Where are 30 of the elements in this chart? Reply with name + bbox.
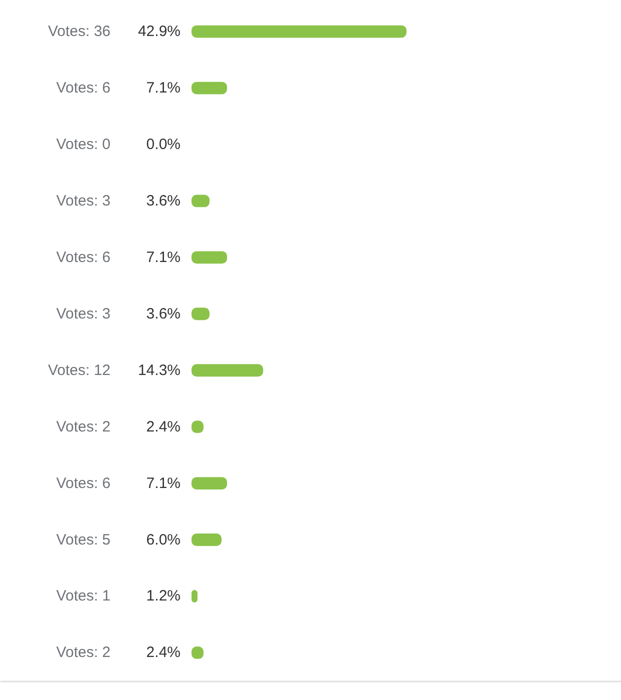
bar	[192, 82, 228, 94]
y-tick-label: Votes: 0	[56, 136, 111, 153]
y-tick-label: Votes: 12	[48, 362, 111, 379]
data-label: 42.9%	[138, 23, 181, 40]
y-tick-label: Votes: 5	[56, 531, 111, 548]
data-label: 2.4%	[146, 418, 181, 436]
data-label: 14.3%	[138, 362, 181, 379]
data-label: 1.2%	[146, 588, 181, 605]
bar	[192, 534, 222, 546]
y-tick-label: Votes: 3	[56, 192, 111, 210]
data-label: 3.6%	[146, 305, 181, 322]
data-label: 6.0%	[146, 531, 181, 548]
y-tick-label: Votes: 6	[56, 80, 111, 97]
data-label: 3.6%	[146, 192, 181, 210]
data-label: 2.4%	[146, 644, 181, 662]
bar	[192, 25, 406, 38]
bar	[192, 477, 228, 490]
y-tick-label: Votes: 6	[56, 248, 111, 266]
y-tick-label: Votes: 2	[56, 418, 111, 436]
y-tick-label: Votes: 1	[56, 588, 111, 605]
data-label: 7.1%	[146, 80, 181, 97]
data-label: 7.1%	[146, 474, 181, 492]
data-label: 7.1%	[146, 248, 181, 266]
bar	[192, 251, 228, 264]
y-tick-label: Votes: 36	[48, 23, 111, 40]
data-label: 0.0%	[146, 136, 181, 153]
bar	[192, 364, 264, 377]
y-tick-label: Votes: 6	[56, 474, 111, 492]
y-tick-label: Votes: 3	[56, 305, 111, 322]
y-tick-label: Votes: 2	[56, 644, 111, 662]
